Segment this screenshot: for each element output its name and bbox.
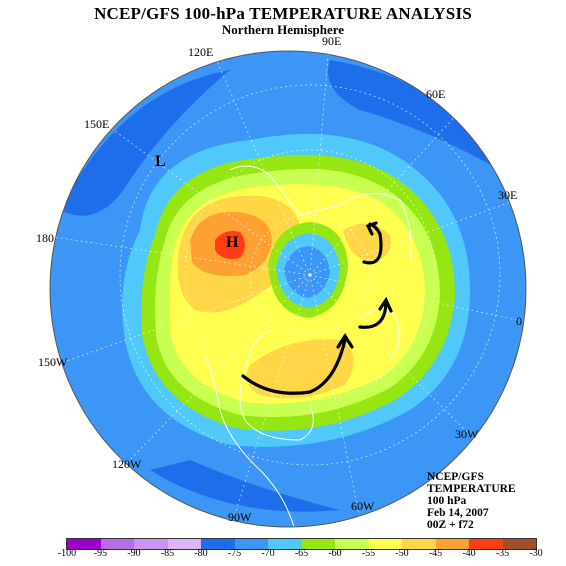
longitude-label-90w: 90W xyxy=(228,510,252,524)
color-swatch xyxy=(502,539,536,549)
band-minus50-atlantic xyxy=(246,339,354,399)
low-pressure-marker: L xyxy=(155,153,166,170)
longitude-label-30e: 30E xyxy=(498,188,517,202)
color-scale-tick-label: -60 xyxy=(328,548,342,559)
color-scale-tick-label: -65 xyxy=(294,548,309,559)
color-scale-tick-label: -50 xyxy=(395,548,409,559)
longitude-label-60w: 60W xyxy=(351,499,375,513)
info-box: NCEP/GFS TEMPERATURE 100 hPa Feb 14, 200… xyxy=(427,471,516,531)
high-pressure-marker: H xyxy=(226,234,239,251)
color-swatch xyxy=(402,539,436,549)
color-scale-tick-label: -30 xyxy=(529,548,543,559)
color-swatch xyxy=(268,539,302,549)
band-minus40 xyxy=(215,231,245,259)
color-swatch xyxy=(368,539,402,549)
band-minus80c xyxy=(150,460,340,512)
band-minus80b xyxy=(328,60,500,170)
longitude-label-90e: 90E xyxy=(322,34,341,48)
color-scale-tick-label: -95 xyxy=(93,548,108,559)
color-swatch xyxy=(234,539,268,549)
longitude-label-120w: 120W xyxy=(112,457,142,471)
color-swatch xyxy=(100,539,134,549)
color-swatch xyxy=(67,539,101,549)
color-scale-tick-label: -35 xyxy=(495,548,510,559)
color-swatch xyxy=(201,539,235,549)
color-swatch xyxy=(301,539,335,549)
color-scale-tick-label: -90 xyxy=(127,548,141,559)
color-swatch xyxy=(469,539,503,549)
color-scale-bar xyxy=(66,538,537,550)
color-scale-tick-label: -75 xyxy=(227,548,242,559)
info-model: NCEP/GFS xyxy=(427,471,484,483)
color-scale-tick-label: -100 xyxy=(57,548,77,559)
color-scale-tick-label: -55 xyxy=(361,548,376,559)
color-scale-tick-label: -40 xyxy=(462,548,476,559)
color-scale-labels: -100 -95 -90 -85 -80 -75 -70 -65 -60 -55 -50 -45 -40… xyxy=(0,548,566,562)
circulation-arrows xyxy=(241,221,393,395)
color-scale-tick-label: -70 xyxy=(261,548,275,559)
map-title: NCEP/GFS 100-hPa TEMPERATURE ANALYSIS xyxy=(94,4,472,23)
color-swatch xyxy=(435,539,469,549)
vortex-minus75 xyxy=(284,246,330,298)
color-scale-tick-label: -85 xyxy=(160,548,175,559)
info-forecast: 00Z + f72 xyxy=(427,519,474,531)
longitude-label-0: 0 xyxy=(516,314,522,328)
info-field: TEMPERATURE xyxy=(427,483,516,495)
longitude-label-180: 180 xyxy=(36,231,54,245)
longitude-label-120e: 120E xyxy=(188,45,213,59)
info-level: 100 hPa xyxy=(427,495,467,507)
info-date: Feb 14, 2007 xyxy=(427,507,489,519)
color-swatch xyxy=(134,539,168,549)
band-minus80 xyxy=(60,70,230,216)
longitude-label-150w: 150W xyxy=(38,355,68,369)
color-swatch xyxy=(335,539,369,549)
longitude-label-60e: 60E xyxy=(426,87,445,101)
color-swatch xyxy=(167,539,201,549)
longitude-label-30w: 30W xyxy=(455,427,479,441)
map-subtitle: Northern Hemisphere xyxy=(221,22,345,37)
longitude-label-150e: 150E xyxy=(84,117,109,131)
color-scale-tick-label: -45 xyxy=(428,548,443,559)
color-scale-tick-label: -80 xyxy=(194,548,208,559)
